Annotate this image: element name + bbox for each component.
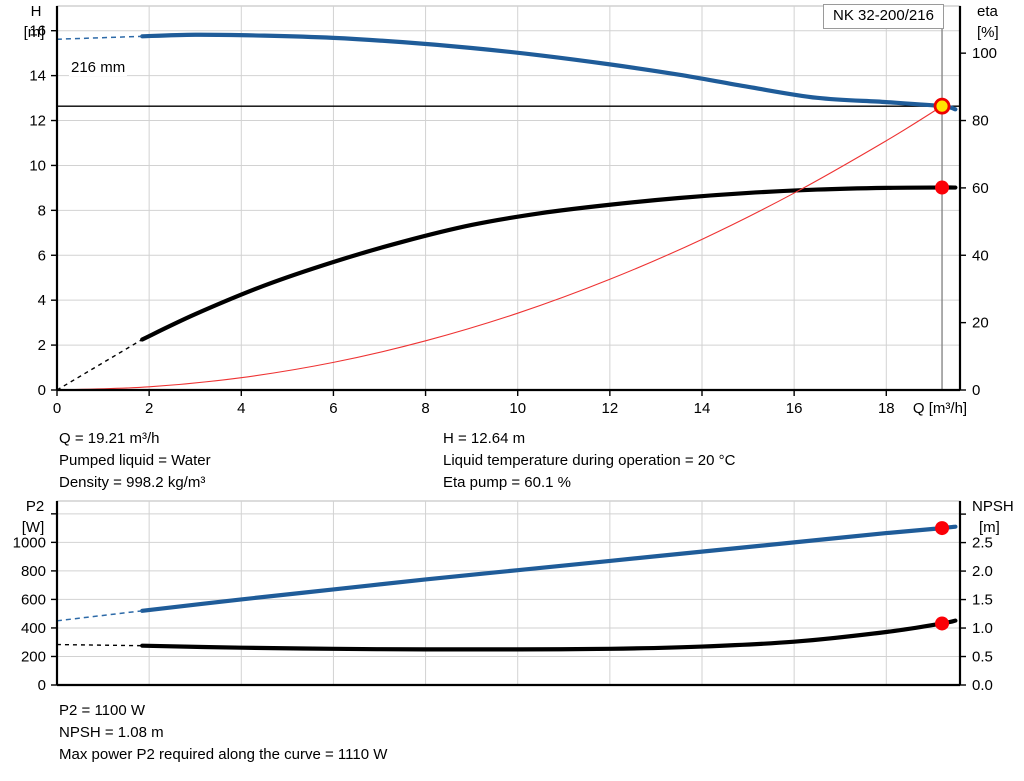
tick-label-y-left: 8 bbox=[38, 202, 46, 219]
tick-label-y-left: 4 bbox=[38, 292, 46, 309]
tick-label-y-right: 0 bbox=[972, 382, 980, 399]
y-axis-right-title-eta: eta bbox=[977, 3, 999, 20]
pump-model-label: NK 32-200/216 bbox=[833, 7, 934, 24]
curve-eta-pump-curve bbox=[140, 185, 958, 342]
tick-label-y-right: 1.0 bbox=[972, 620, 993, 637]
tick-label-y-left: 14 bbox=[29, 68, 46, 85]
y-axis-right-unit-percent: [%] bbox=[977, 24, 999, 41]
tick-label-y-right: 0.5 bbox=[972, 649, 993, 666]
tick-label-y-left: 10 bbox=[29, 157, 46, 174]
tick-label-y-left: 16 bbox=[29, 23, 46, 40]
tick-label-y-right: 100 bbox=[972, 45, 997, 62]
curve-npsh-curve bbox=[140, 618, 958, 652]
tick-label-y-left: 1000 bbox=[13, 534, 46, 551]
info-npsh: NPSH = 1.08 m bbox=[59, 724, 164, 741]
tick-label-y-left: 6 bbox=[38, 247, 46, 264]
tick-label-y-left: 600 bbox=[21, 591, 46, 608]
info-eta-pump: Eta pump = 60.1 % bbox=[443, 474, 571, 491]
tick-label-x: 6 bbox=[329, 400, 337, 417]
tick-label-y-left: 0 bbox=[38, 677, 46, 694]
tick-label-y-left: 200 bbox=[21, 648, 46, 665]
tick-label-y-right: 2.5 bbox=[972, 535, 993, 552]
info-flow: Q = 19.21 m³/h bbox=[59, 430, 160, 447]
tick-label-y-right: 2.0 bbox=[972, 563, 993, 580]
info-pumped-liquid: Pumped liquid = Water bbox=[59, 452, 211, 469]
power-npsh-info: P2 = 1100 W NPSH = 1.08 m Max power P2 r… bbox=[59, 700, 387, 766]
marker-p2-at-duty[interactable] bbox=[935, 521, 950, 536]
y-axis-right-unit-m: [m] bbox=[979, 519, 1000, 536]
head-efficiency-chart: 0 2 4 6 8 10 12 14 16 0 20 40 60 80 100 0 2 4 6 8 10 12 14 16 18… bbox=[24, 3, 999, 417]
tick-label-y-right: 80 bbox=[972, 113, 989, 130]
curve-system-curve bbox=[56, 105, 943, 391]
y-axis-left-unit-m: [m] bbox=[24, 24, 45, 41]
tick-label-y-left: 800 bbox=[21, 563, 46, 580]
info-p2: P2 = 1100 W bbox=[59, 702, 146, 719]
head-efficiency-plot: 0 2 4 6 8 10 12 14 16 0 20 40 60 80 100 0 2 4 6 8 10 12 14 16 18… bbox=[24, 3, 999, 417]
tick-label-y-left: 2 bbox=[38, 337, 46, 354]
x-axis-title-q: Q [m³/h] bbox=[913, 400, 967, 417]
plot-frame bbox=[56, 5, 961, 391]
y-axis-left-title-p2: P2 bbox=[26, 498, 44, 515]
tick-label-y-left: 12 bbox=[29, 113, 46, 130]
tick-label-x: 18 bbox=[878, 400, 895, 417]
tick-label-x: 8 bbox=[421, 400, 429, 417]
y-axis-left-unit-w: [W] bbox=[22, 519, 45, 536]
curve-h-curve-216-mm-impeller bbox=[140, 32, 958, 112]
tick-label-y-left: 400 bbox=[21, 620, 46, 637]
plot-frame bbox=[56, 500, 961, 686]
power-npsh-plot: 0 200 400 600 800 1000 0.0 0.5 1.0 1.5 2.0 2.5 P2 [W]… bbox=[13, 498, 1014, 694]
impeller-diameter-text: 216 mm bbox=[71, 59, 126, 76]
tick-label-x: 2 bbox=[145, 400, 153, 417]
curve-p2-power-curve bbox=[140, 524, 958, 613]
tick-label-y-right: 60 bbox=[972, 180, 989, 197]
marker-duty-point[interactable] bbox=[933, 97, 951, 115]
duty-info-left: Q = 19.21 m³/h Pumped liquid = Water Den… bbox=[59, 428, 211, 494]
power-npsh-chart: 0 200 400 600 800 1000 0.0 0.5 1.0 1.5 2.0 2.5 P2 [W]… bbox=[0, 495, 1024, 695]
info-max-power: Max power P2 required along the curve = … bbox=[59, 746, 388, 763]
curve-npsh-curve-extrapolation bbox=[56, 643, 143, 647]
tick-label-y-left: 0 bbox=[38, 382, 46, 399]
duty-info-right: H = 12.64 m Liquid temperature during op… bbox=[443, 428, 735, 494]
tick-label-x: 12 bbox=[602, 400, 619, 417]
info-density: Density = 998.2 kg/m³ bbox=[59, 474, 206, 491]
tick-label-y-right: 40 bbox=[972, 247, 989, 264]
tick-label-x: 16 bbox=[786, 400, 803, 417]
marker-eta-at-duty[interactable] bbox=[935, 180, 950, 195]
tick-label-y-right: 0.0 bbox=[972, 677, 993, 694]
tick-label-x: 14 bbox=[694, 400, 711, 417]
tick-label-x: 4 bbox=[237, 400, 245, 417]
tick-label-x: 0 bbox=[53, 400, 61, 417]
info-head: H = 12.64 m bbox=[443, 430, 526, 447]
tick-label-y-right: 1.5 bbox=[972, 592, 993, 609]
marker-npsh-at-duty[interactable] bbox=[935, 616, 950, 631]
tick-label-y-right: 20 bbox=[972, 315, 989, 332]
y-axis-left-title-h: H bbox=[31, 3, 42, 20]
y-axis-right-title-npsh: NPSH bbox=[972, 498, 1014, 515]
tick-label-x: 10 bbox=[509, 400, 526, 417]
curve-eta-curve-extrapolation bbox=[56, 338, 143, 391]
info-liquid-temperature: Liquid temperature during operation = 20… bbox=[443, 452, 736, 469]
pump-model-badge: NK 32-200/216 bbox=[823, 4, 944, 29]
impeller-diameter-label: 216 mm bbox=[69, 59, 128, 76]
